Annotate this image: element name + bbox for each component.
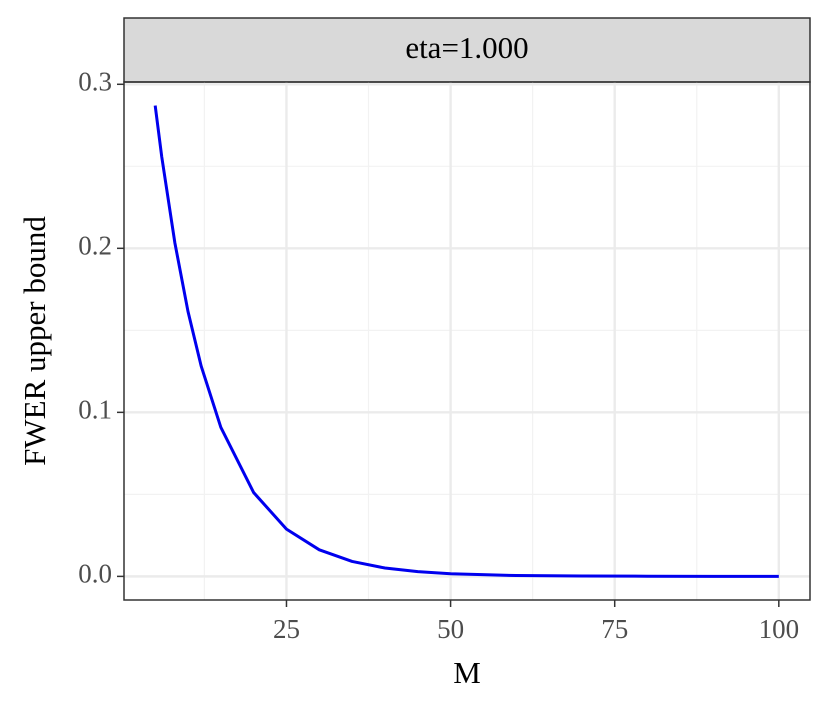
x-tick-label: 75 [601, 614, 628, 644]
x-tick-label: 25 [273, 614, 300, 644]
panel-border [123, 81, 811, 601]
strip [123, 17, 811, 83]
plot [153, 105, 779, 578]
x-tick-label: 50 [437, 614, 464, 644]
y-tick-label: 0.3 [78, 66, 112, 96]
strip-label: eta=1.000 [405, 30, 528, 65]
y-tick-label: 0.0 [78, 559, 112, 589]
y-axis-title: FWER upper bound [17, 216, 52, 466]
line [153, 105, 779, 578]
x-tick-label: 100 [759, 614, 800, 644]
grid [124, 82, 810, 600]
y-tick-label: 0.2 [78, 231, 112, 261]
y-tick-label: 0.1 [78, 395, 112, 425]
x-axis-title: M [453, 655, 481, 690]
